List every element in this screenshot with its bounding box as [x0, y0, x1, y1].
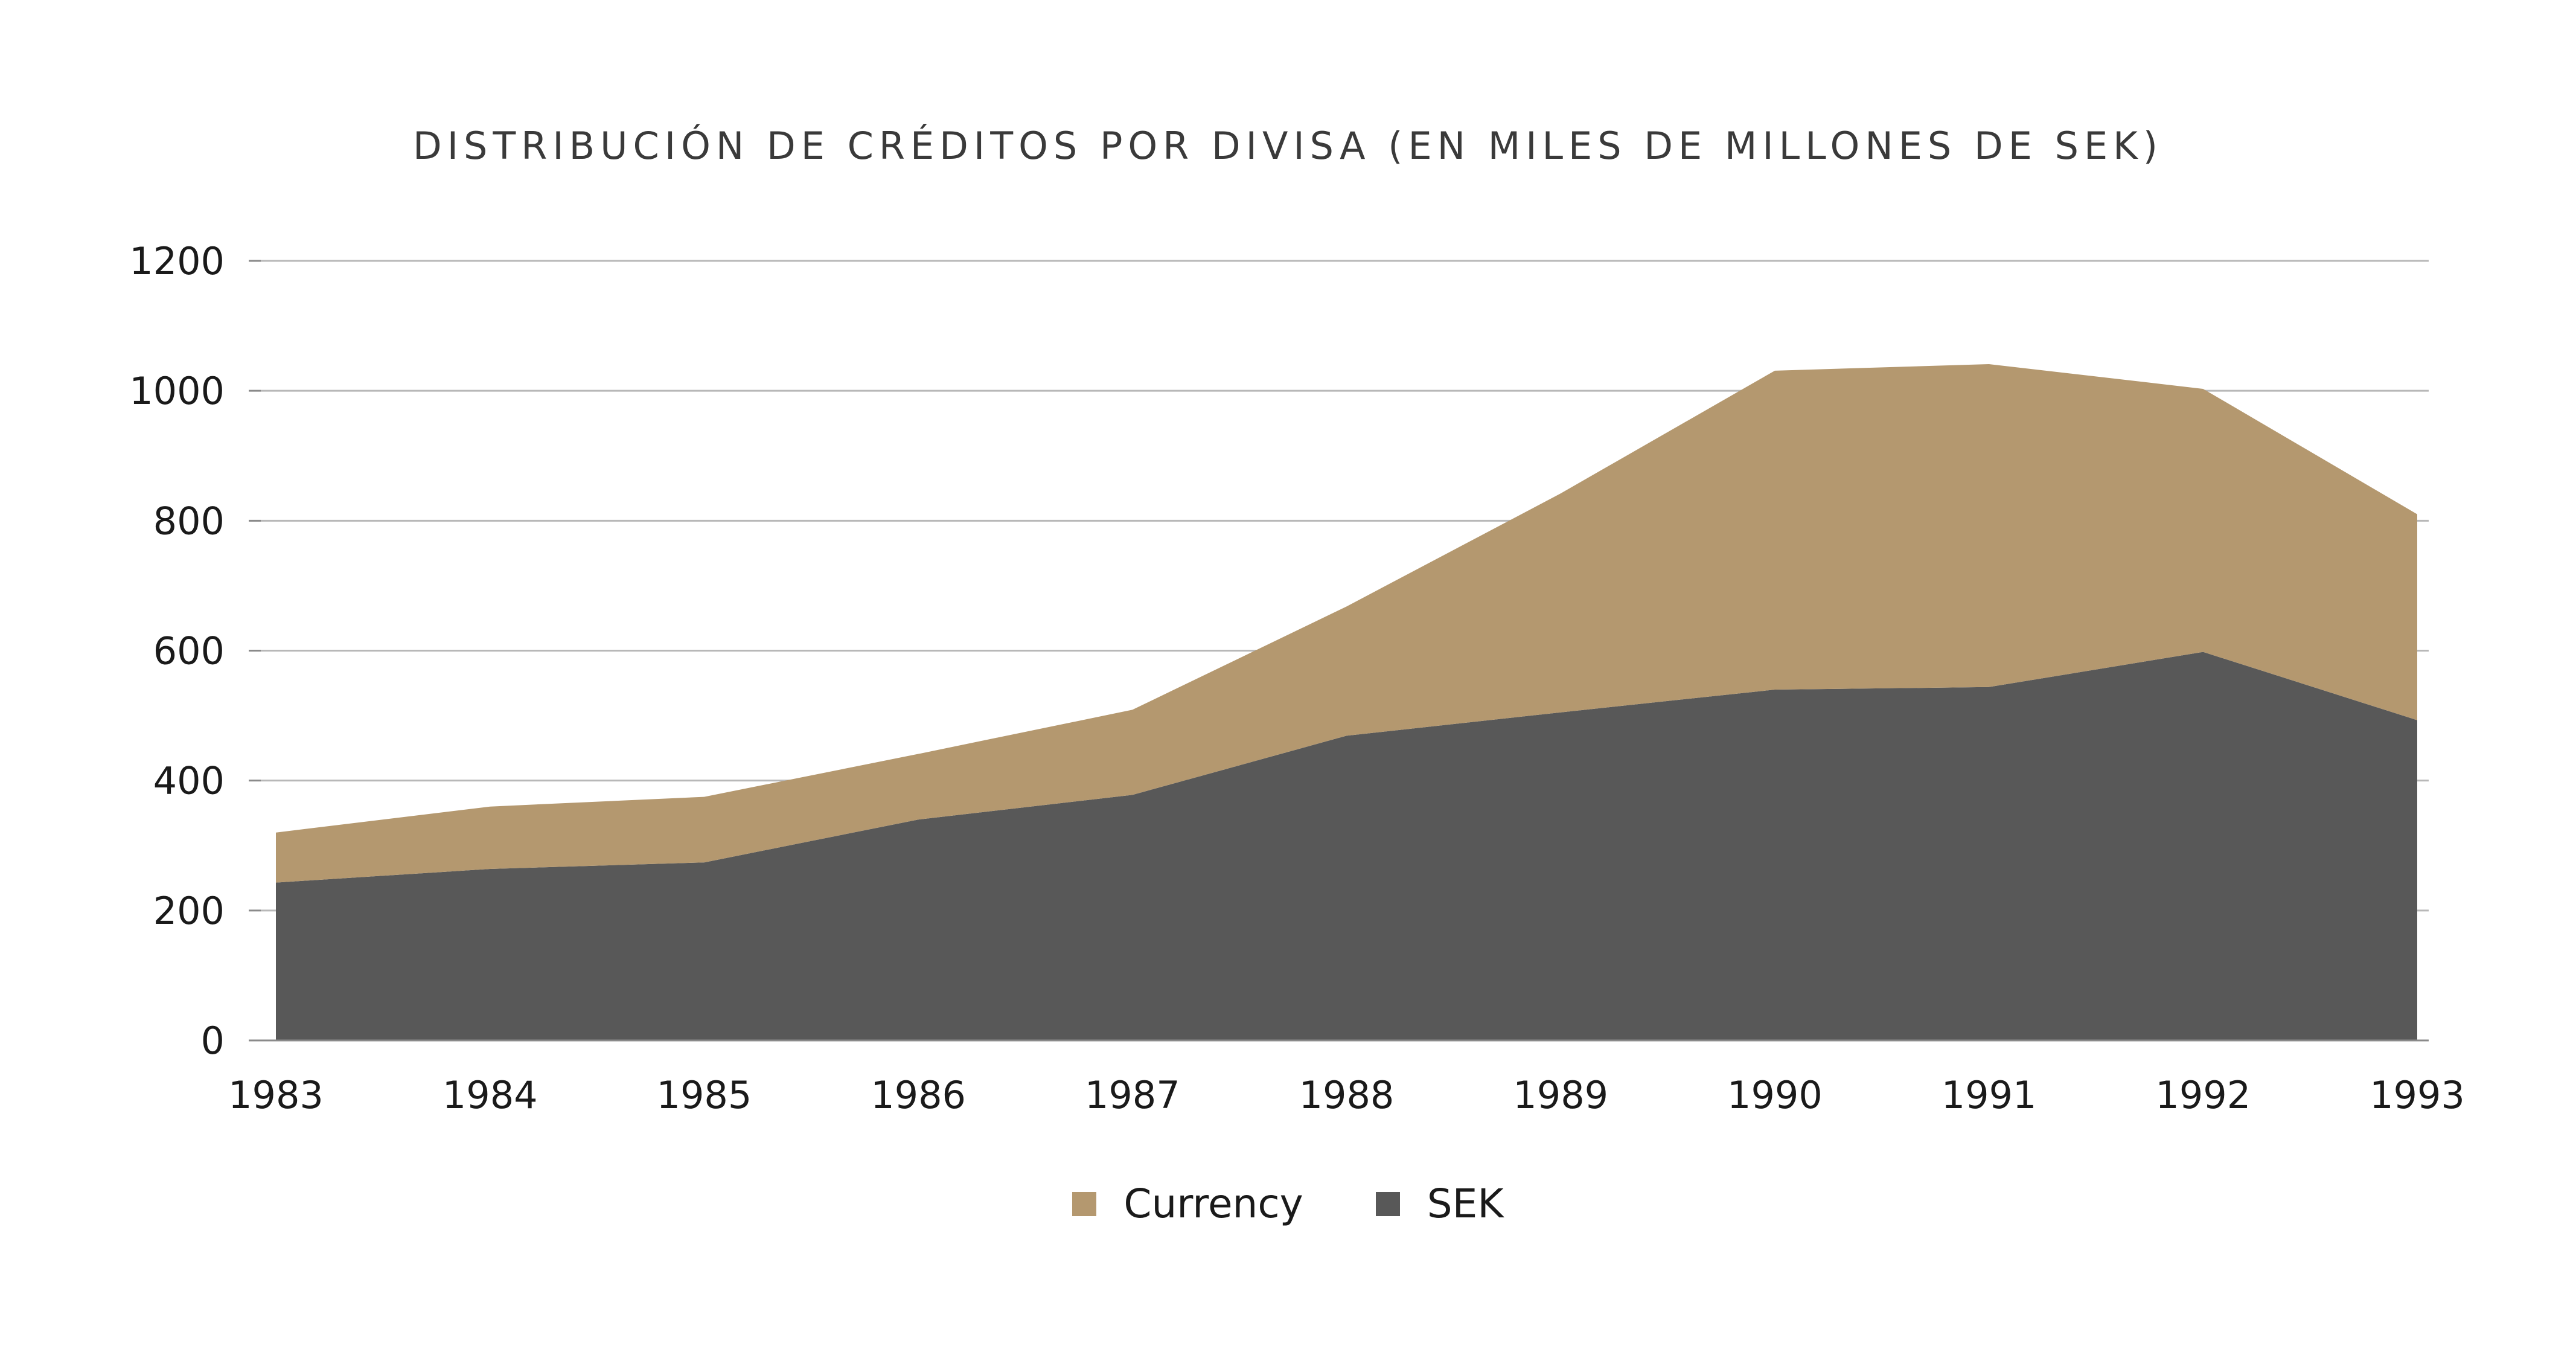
y-tick-label: 0 [201, 1019, 225, 1063]
x-tick-label: 1989 [1513, 1073, 1608, 1117]
chart-title: DISTRIBUCIÓN DE CRÉDITOS POR DIVISA (EN … [413, 124, 2163, 168]
y-tick-label: 1000 [129, 369, 225, 413]
y-tick-label: 200 [153, 889, 225, 933]
x-tick-label: 1985 [657, 1073, 752, 1117]
y-tick-label: 1200 [129, 239, 225, 283]
legend-item-currency: Currency [1072, 1181, 1303, 1227]
area-sek [276, 652, 2417, 1040]
legend-label-sek: SEK [1427, 1181, 1504, 1227]
x-tick-label: 1991 [1942, 1073, 2037, 1117]
x-tick-label: 1984 [443, 1073, 538, 1117]
x-tick-label: 1990 [1727, 1073, 1823, 1117]
y-tick-label: 600 [153, 629, 225, 673]
y-tick-label: 400 [153, 759, 225, 803]
legend-swatch-sek [1375, 1191, 1400, 1216]
area-currency [276, 364, 2417, 883]
legend-swatch-currency [1072, 1191, 1097, 1216]
x-tick-label: 1983 [228, 1073, 324, 1117]
x-tick-label: 1988 [1299, 1073, 1395, 1117]
x-tick-label: 1987 [1085, 1073, 1180, 1117]
legend-item-sek: SEK [1375, 1181, 1504, 1227]
x-tick-label: 1986 [871, 1073, 966, 1117]
x-tick-label: 1993 [2370, 1073, 2465, 1117]
legend: Currency SEK [0, 1181, 2576, 1227]
y-tick-label: 800 [153, 499, 225, 543]
legend-label-currency: Currency [1123, 1181, 1303, 1227]
x-tick-label: 1992 [2155, 1073, 2251, 1117]
